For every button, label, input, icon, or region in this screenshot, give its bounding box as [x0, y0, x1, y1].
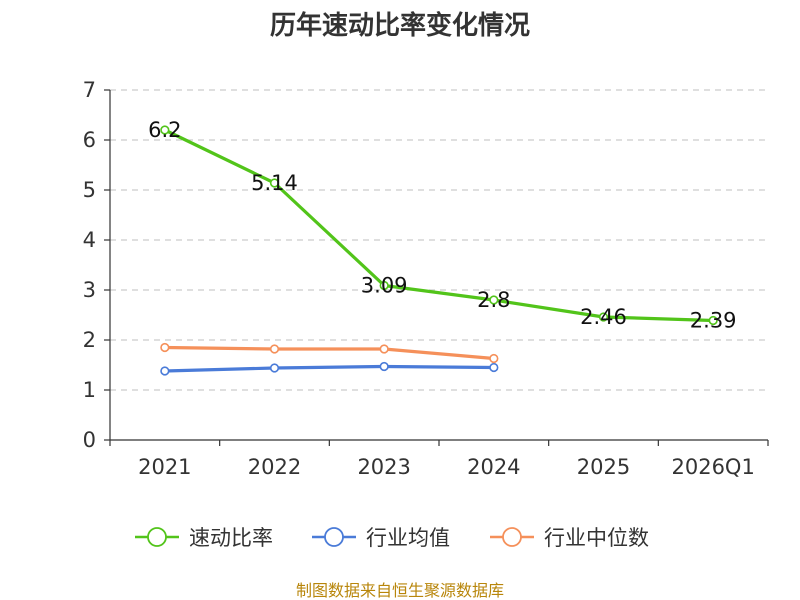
- data-label: 2.39: [690, 309, 737, 333]
- x-tick-label: 2025: [577, 455, 630, 479]
- y-tick-label: 4: [83, 228, 96, 252]
- legend-marker: [502, 527, 522, 547]
- data-point[interactable]: [708, 315, 718, 326]
- legend-marker: [324, 527, 344, 547]
- series-line-0: [163, 128, 715, 323]
- legend-label: 行业中位数: [544, 526, 649, 550]
- data-point[interactable]: [489, 353, 499, 364]
- data-point[interactable]: [489, 295, 499, 305]
- legend-label: 行业均值: [366, 526, 450, 550]
- data-point[interactable]: [269, 363, 280, 373]
- x-tick-label: 2024: [467, 455, 520, 479]
- legend-item[interactable]: 速动比率: [135, 526, 273, 550]
- legend-item[interactable]: 行业均值: [312, 526, 450, 550]
- series-line-1: [163, 364, 496, 373]
- legend-marker: [147, 527, 167, 547]
- data-labels: 6.2 5.14 3.09 2.8 2.46 2.39: [148, 118, 736, 333]
- y-tick-label: 3: [83, 278, 96, 302]
- data-label: 6.2: [148, 118, 181, 142]
- x-tick-label: 2021: [138, 455, 191, 479]
- data-label: 3.09: [361, 274, 408, 298]
- source-note: 制图数据来自恒生聚源数据库: [296, 581, 504, 600]
- data-point[interactable]: [269, 344, 280, 354]
- legend-label: 速动比率: [189, 526, 273, 550]
- x-tick-label: 2026Q1: [671, 455, 754, 479]
- y-tick-label: 7: [83, 78, 96, 102]
- y-tick-label: 2: [83, 328, 96, 352]
- data-label: 2.46: [580, 305, 627, 329]
- x-tick-label: 2023: [357, 455, 410, 479]
- x-tick-label: 2022: [248, 455, 301, 479]
- y-tick-label: 1: [83, 378, 96, 402]
- data-label: 2.8: [477, 288, 510, 312]
- chart-title: 历年速动比率变化情况: [270, 10, 530, 41]
- data-label: 5.14: [251, 171, 298, 195]
- data-point[interactable]: [160, 125, 170, 135]
- grid-lines: [110, 89, 768, 391]
- data-point[interactable]: [160, 342, 170, 353]
- data-point[interactable]: [379, 280, 389, 291]
- data-point[interactable]: [598, 312, 609, 322]
- y-tick-label: 6: [83, 128, 96, 152]
- data-point[interactable]: [489, 362, 499, 373]
- y-tick-label: 0: [83, 428, 96, 452]
- axes: 0 1 2 3 4 5 6 7 2021 2022 2023 2024 2025 2026Q1: [83, 78, 769, 479]
- y-tick-label: 5: [83, 178, 96, 202]
- legend[interactable]: 速动比率 行业均值 行业中位数: [135, 526, 649, 550]
- series-layer: [160, 125, 718, 376]
- series-line-2: [163, 345, 496, 361]
- data-point[interactable]: [379, 361, 389, 372]
- data-point[interactable]: [269, 178, 280, 188]
- legend-item[interactable]: 行业中位数: [490, 526, 649, 550]
- data-point[interactable]: [379, 344, 389, 354]
- data-point[interactable]: [160, 366, 170, 376]
